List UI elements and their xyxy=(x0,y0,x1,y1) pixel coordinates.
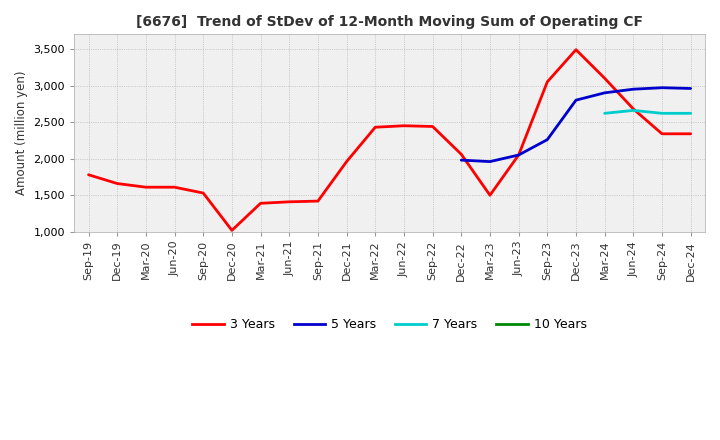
3 Years xyxy=(371,125,379,130)
3 Years xyxy=(256,201,265,206)
3 Years xyxy=(228,228,236,233)
3 Years xyxy=(142,184,150,190)
5 Years xyxy=(600,90,609,95)
5 Years xyxy=(686,86,695,91)
3 Years xyxy=(572,47,580,52)
5 Years xyxy=(629,87,638,92)
Title: [6676]  Trend of StDev of 12-Month Moving Sum of Operating CF: [6676] Trend of StDev of 12-Month Moving… xyxy=(136,15,643,29)
5 Years xyxy=(457,158,466,163)
Y-axis label: Amount (million yen): Amount (million yen) xyxy=(15,71,28,195)
5 Years xyxy=(543,137,552,142)
3 Years xyxy=(113,181,122,186)
3 Years xyxy=(686,131,695,136)
7 Years xyxy=(686,111,695,116)
3 Years xyxy=(314,198,323,204)
3 Years xyxy=(428,124,437,129)
3 Years xyxy=(285,199,294,205)
3 Years xyxy=(514,152,523,158)
7 Years xyxy=(657,111,666,116)
3 Years xyxy=(657,131,666,136)
5 Years xyxy=(572,98,580,103)
7 Years xyxy=(629,108,638,113)
3 Years xyxy=(342,159,351,164)
5 Years xyxy=(485,159,494,164)
5 Years xyxy=(657,85,666,90)
Line: 5 Years: 5 Years xyxy=(462,88,690,161)
7 Years xyxy=(600,111,609,116)
3 Years xyxy=(485,193,494,198)
3 Years xyxy=(170,184,179,190)
3 Years xyxy=(457,152,466,157)
3 Years xyxy=(400,123,408,128)
3 Years xyxy=(84,172,93,177)
3 Years xyxy=(629,106,638,112)
3 Years xyxy=(543,79,552,84)
Legend: 3 Years, 5 Years, 7 Years, 10 Years: 3 Years, 5 Years, 7 Years, 10 Years xyxy=(187,313,592,336)
Line: 3 Years: 3 Years xyxy=(89,50,690,231)
5 Years xyxy=(514,152,523,158)
3 Years xyxy=(600,76,609,81)
3 Years xyxy=(199,191,207,196)
Line: 7 Years: 7 Years xyxy=(605,110,690,114)
